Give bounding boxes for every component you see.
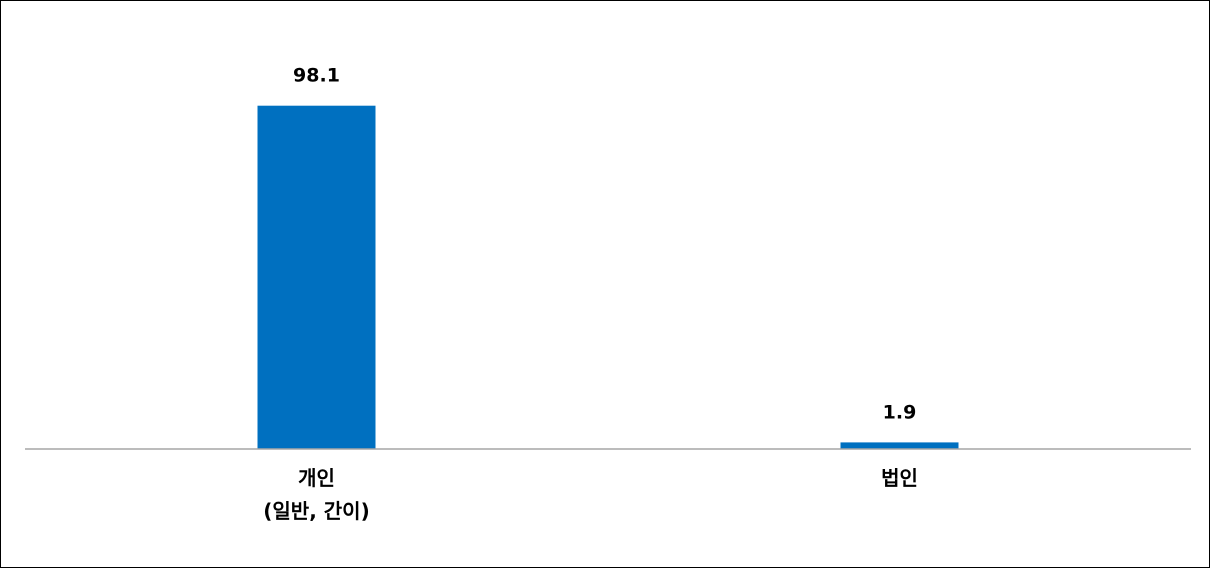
category-label-1-line-0: 법인 bbox=[881, 466, 918, 490]
data-label-0: 98.1 bbox=[293, 65, 340, 87]
category-label-0-line-1: (일반, 간이) bbox=[263, 499, 369, 523]
labels-layer: 98.1 개인 (일반, 간이) 1.9 법인 bbox=[263, 65, 918, 523]
category-label-0-line-0: 개인 bbox=[298, 466, 335, 490]
bar-0 bbox=[257, 105, 376, 449]
bars-layer bbox=[257, 105, 959, 449]
data-label-1: 1.9 bbox=[883, 401, 917, 423]
bar-1 bbox=[840, 442, 959, 449]
